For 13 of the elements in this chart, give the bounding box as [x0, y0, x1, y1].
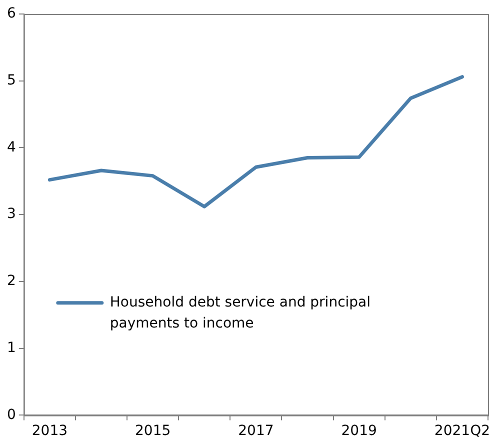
y-tick-label: 6	[6, 6, 16, 22]
x-tick-label: 2017	[238, 423, 274, 440]
y-tick-label: 1	[6, 340, 16, 356]
x-tick-label: 2019	[341, 423, 377, 440]
legend-label: Household debt service and principal payments to income	[110, 294, 371, 332]
y-tick-label: 4	[6, 139, 16, 156]
y-tick-label: 3	[6, 206, 16, 222]
y-tick-label: 5	[6, 72, 16, 89]
x-tick-label: 2015	[135, 423, 171, 440]
y-tick-label: 0	[6, 406, 16, 423]
x-tick-label: 2021Q2	[434, 423, 490, 440]
x-tick-label: 2013	[32, 423, 68, 440]
y-tick-label: 2	[6, 273, 16, 290]
